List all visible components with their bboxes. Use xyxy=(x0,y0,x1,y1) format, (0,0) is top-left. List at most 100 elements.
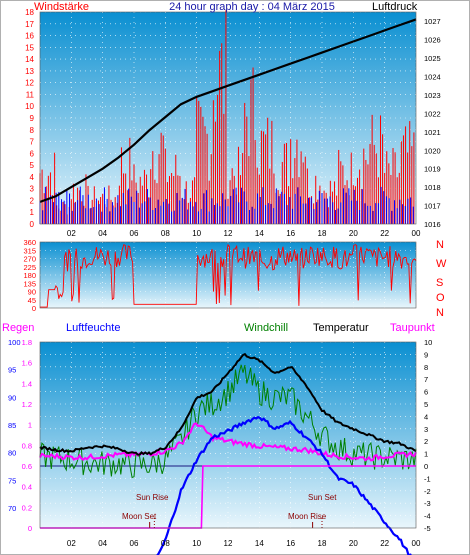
top-x-tick: 00 xyxy=(412,229,421,238)
top-left-tick: 7 xyxy=(30,138,35,147)
bottom-panel xyxy=(40,342,416,528)
pressure-line xyxy=(39,18,417,203)
temperature-line xyxy=(39,352,417,456)
axis-layer: 0123456789101112131415161718101610171018… xyxy=(8,8,441,548)
top-left-tick: 12 xyxy=(25,79,34,88)
bottom-regen-tick: 1.2 xyxy=(22,400,32,409)
bottom-regen-tick: 0.2 xyxy=(22,503,32,512)
bottom-x-tick: 20 xyxy=(349,539,358,548)
top-left-tick: 9 xyxy=(30,114,35,123)
bottom-right-tick: 1 xyxy=(424,450,428,459)
top-left-tick: 2 xyxy=(30,196,35,205)
top-x-tick: 10 xyxy=(192,229,201,238)
bottom-right-tick: 7 xyxy=(424,375,428,384)
event-moon-rise: Moon Rise xyxy=(288,512,327,521)
top-left-tick: 5 xyxy=(30,161,35,170)
bottom-x-tick: 10 xyxy=(192,539,201,548)
top-x-tick: 14 xyxy=(255,229,264,238)
bottom-humidity-tick: 95 xyxy=(8,366,16,375)
top-right-tick: 1025 xyxy=(424,54,441,63)
top-x-tick: 02 xyxy=(67,229,76,238)
legend-temperatur: Temperatur xyxy=(313,322,369,334)
compass-w: W xyxy=(436,258,447,270)
bottom-x-tick: 02 xyxy=(67,539,76,548)
top-left-tick: 13 xyxy=(25,67,34,76)
compass-o: O xyxy=(436,292,445,304)
bottom-regen-tick: 1 xyxy=(28,421,32,430)
bottom-right-tick: 8 xyxy=(424,363,428,372)
top-left-tick: 14 xyxy=(25,55,34,64)
top-right-tick: 1023 xyxy=(424,91,441,100)
wind-direction-line xyxy=(40,243,417,308)
humidity-line xyxy=(156,415,412,555)
mid-left-tick: 90 xyxy=(28,288,36,297)
top-x-tick: 22 xyxy=(380,229,389,238)
top-right-tick: 1022 xyxy=(424,109,441,118)
bottom-humidity-tick: 70 xyxy=(8,504,16,513)
mid-left-tick: 225 xyxy=(23,263,36,272)
top-x-tick: 16 xyxy=(286,229,295,238)
bottom-regen-tick: 0.8 xyxy=(22,441,32,450)
top-x-tick: 04 xyxy=(98,229,107,238)
top-x-tick: 12 xyxy=(224,229,233,238)
top-x-tick: 18 xyxy=(318,229,327,238)
top-right-tick: 1026 xyxy=(424,36,441,45)
mid-panel-border xyxy=(39,241,417,309)
mid-chart xyxy=(40,243,417,308)
bottom-x-tick: 22 xyxy=(380,539,389,548)
bottom-right-tick: -4 xyxy=(424,512,431,521)
top-left-tick: 18 xyxy=(25,8,34,17)
mid-left-tick: 360 xyxy=(23,238,36,247)
top-left-tick: 4 xyxy=(30,173,35,182)
top-left-tick: 1 xyxy=(30,208,35,217)
bottom-humidity-tick: 100 xyxy=(8,338,21,347)
chart-title: 24 hour graph day : 04 März 2015 xyxy=(169,1,335,13)
header-right-label: Luftdruck xyxy=(372,1,418,13)
top-right-tick: 1027 xyxy=(424,17,441,26)
bottom-right-tick: -5 xyxy=(424,524,431,533)
top-x-tick: 20 xyxy=(349,229,358,238)
top-left-tick: 0 xyxy=(30,220,35,229)
bottom-right-tick: 10 xyxy=(424,338,432,347)
bottom-x-tick: 18 xyxy=(318,539,327,548)
compass-n-top: N xyxy=(436,239,444,251)
mid-left-tick: 135 xyxy=(23,279,36,288)
mid-left-tick: 180 xyxy=(23,271,36,280)
bottom-right-tick: 0 xyxy=(424,462,428,471)
top-left-tick: 15 xyxy=(25,43,34,52)
compass-n-bottom: N xyxy=(436,307,444,319)
bottom-right-tick: 3 xyxy=(424,425,428,434)
top-left-tick: 10 xyxy=(25,102,34,111)
bottom-x-tick: 06 xyxy=(130,539,139,548)
bottom-right-tick: 4 xyxy=(424,412,428,421)
bottom-x-tick: 04 xyxy=(98,539,107,548)
top-right-tick: 1021 xyxy=(424,128,441,137)
top-left-tick: 11 xyxy=(26,90,35,99)
bottom-regen-tick: 0.4 xyxy=(22,483,32,492)
top-left-tick: 3 xyxy=(30,185,35,194)
bottom-regen-tick: 1.4 xyxy=(22,379,32,388)
top-right-tick: 1024 xyxy=(424,73,441,82)
bottom-right-tick: 9 xyxy=(424,350,428,359)
mid-left-tick: 270 xyxy=(23,255,36,264)
top-right-tick: 1020 xyxy=(424,146,441,155)
event-sun-set: Sun Set xyxy=(308,493,337,502)
header-left-label: Windstärke xyxy=(34,1,89,13)
top-right-tick: 1019 xyxy=(424,165,441,174)
dewpoint-line xyxy=(39,422,417,462)
top-left-tick: 17 xyxy=(25,20,34,29)
mid-left-tick: 45 xyxy=(28,296,36,305)
bottom-right-tick: 6 xyxy=(424,388,428,397)
bottom-x-tick: 12 xyxy=(224,539,233,548)
legend-windchill: Windchill xyxy=(244,322,288,334)
event-moon-set: Moon Set xyxy=(122,512,157,521)
bottom-humidity-tick: 80 xyxy=(8,449,16,458)
top-left-tick: 8 xyxy=(30,126,35,135)
bottom-right-tick: -3 xyxy=(424,499,431,508)
bottom-regen-tick: 0 xyxy=(28,524,32,533)
bottom-regen-tick: 1.6 xyxy=(22,359,32,368)
bottom-regen-tick: 1.8 xyxy=(22,338,32,347)
mid-left-tick: 0 xyxy=(32,304,36,313)
bottom-right-tick: 5 xyxy=(424,400,428,409)
